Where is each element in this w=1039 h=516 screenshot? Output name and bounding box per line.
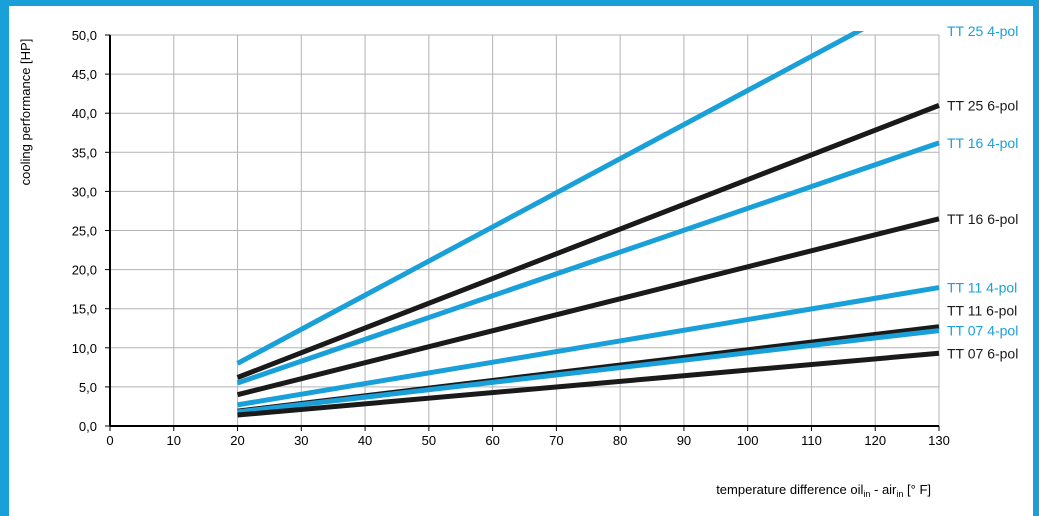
y-tick-label: 50,0 (72, 28, 97, 43)
frame-left-border (0, 0, 9, 516)
series-label-tt-11-4-pol: TT 11 4-pol (947, 280, 1017, 296)
series-line-tt-16-6-pol (236, 216, 940, 398)
y-tick-label: 45,0 (72, 67, 97, 82)
y-tick-label: 35,0 (72, 145, 97, 160)
x-tick-labels: 0 10 20 30 40 50 60 70 80 90 100 110 120 130 (106, 426, 950, 448)
frame-right-border (1033, 0, 1039, 516)
series-lines (236, 31, 940, 418)
y-tick-label: 30,0 (72, 184, 97, 199)
y-tick-label: 10,0 (72, 341, 97, 356)
series-line-tt-16-4-pol (236, 140, 940, 386)
series-label-tt-25-6-pol: TT 25 6-pol (947, 97, 1018, 113)
y-tick-labels: 0,0 5,0 10,0 15,0 20,0 25,0 30,0 35,0 40,0 45,0 50… (72, 28, 110, 434)
x-tick-label: 20 (230, 433, 244, 448)
x-axis-label: temperature difference oilin - airin [° … (716, 482, 931, 499)
series-label-tt-16-6-pol: TT 16 6-pol (947, 211, 1018, 227)
y-tick-label: 25,0 (72, 224, 97, 239)
y-tick-label: 20,0 (72, 263, 97, 278)
y-tick-label: 15,0 (72, 302, 97, 317)
series-line-tt-25-4-pol (236, 31, 865, 366)
x-axis-label-sub1: in (863, 489, 870, 499)
series-label-tt-11-6-pol: TT 11 6-pol (947, 302, 1017, 318)
grid-lines (109, 34, 940, 427)
x-tick-label: 60 (485, 433, 499, 448)
series-line-tt-11-4-pol (237, 285, 940, 408)
series-label-tt-07-6-pol: TT 07 6-pol (947, 345, 1018, 361)
series-label-tt-25-4-pol: TT 25 4-pol (947, 23, 1018, 39)
y-tick-label: 0,0 (79, 419, 97, 434)
x-tick-label: 70 (549, 433, 563, 448)
x-tick-label: 50 (422, 433, 436, 448)
x-tick-label: 100 (737, 433, 759, 448)
x-tick-label: 110 (801, 433, 822, 448)
x-tick-label: 30 (294, 433, 308, 448)
x-tick-label: 130 (928, 433, 950, 448)
frame-top-border (0, 0, 1039, 6)
x-tick-label: 120 (864, 433, 886, 448)
x-tick-label: 80 (613, 433, 627, 448)
y-tick-label: 5,0 (79, 380, 97, 395)
x-tick-label: 90 (677, 433, 691, 448)
x-tick-label: 10 (167, 433, 181, 448)
series-labels: TT 25 4-pol TT 25 6-pol TT 16 4-pol TT 16 6… (947, 23, 1018, 361)
x-axis-label-sub2: in (896, 489, 903, 499)
series-label-tt-07-4-pol: TT 07 4-pol (947, 323, 1018, 339)
series-label-tt-16-4-pol: TT 16 4-pol (947, 135, 1018, 151)
series-line-tt-07-6-pol (237, 350, 940, 418)
x-axis-label-main: temperature difference oil (716, 482, 863, 497)
series-line-tt-07-4-pol (237, 328, 940, 415)
x-axis-label-unit: [° F] (903, 482, 931, 497)
x-axis-label-mid: - air (870, 482, 897, 497)
x-tick-label: 40 (358, 433, 372, 448)
x-tick-label: 0 (106, 433, 113, 448)
series-line-tt-25-6-pol (236, 103, 940, 380)
y-axis-label: cooling performance [HP] (18, 39, 33, 186)
y-tick-label: 40,0 (72, 106, 97, 121)
